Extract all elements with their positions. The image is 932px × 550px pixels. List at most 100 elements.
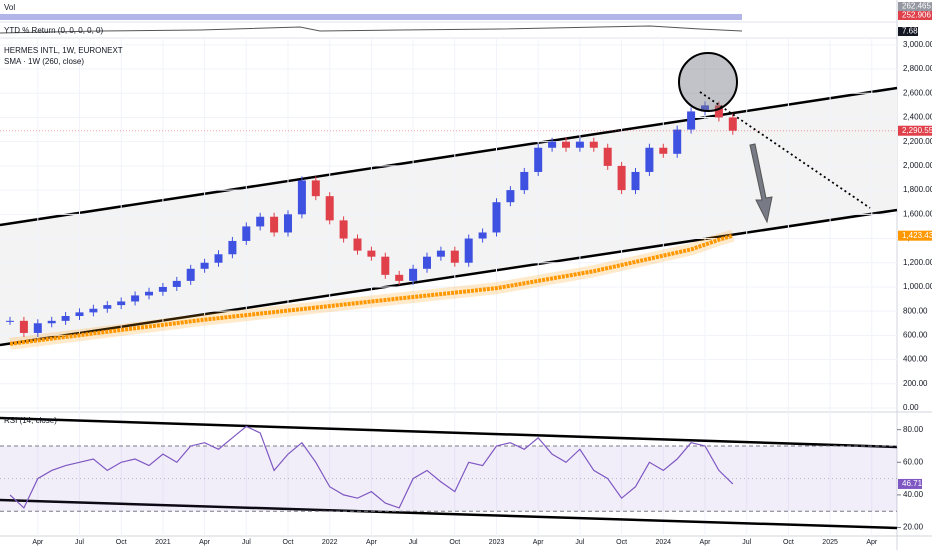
y-tick-label: 1,200.00 — [903, 258, 932, 267]
rsi-label: 46.71 — [902, 479, 923, 488]
trend-projection — [699, 91, 871, 209]
y-tick-label: 600.00 — [903, 330, 928, 339]
candle — [492, 202, 501, 233]
x-tick-label: Apr — [366, 539, 378, 546]
candle — [19, 320, 28, 333]
candle — [617, 165, 626, 191]
x-tick-label: 2024 — [656, 539, 672, 546]
y-tick-label: 40.00 — [903, 490, 924, 499]
x-tick-label: Oct — [783, 539, 794, 546]
y-tick-label: 400.00 — [903, 355, 928, 364]
candle — [75, 312, 84, 316]
candle — [325, 196, 334, 221]
ytd-label: 7.68 — [902, 27, 918, 36]
price-pane — [0, 101, 897, 350]
y-tick-label: 3,000.00 — [903, 40, 932, 49]
x-tick-label: Oct — [116, 539, 127, 546]
candle — [103, 305, 112, 309]
candle — [589, 141, 598, 148]
channel-top — [0, 86, 898, 227]
candle — [728, 117, 737, 131]
volume-band — [0, 14, 742, 20]
candle — [645, 147, 654, 172]
candle — [242, 226, 251, 241]
y-tick-label: 2,200.00 — [903, 137, 932, 146]
candle — [631, 171, 640, 191]
candle — [659, 147, 668, 154]
rsi-title: RSI (14, close) — [4, 416, 57, 425]
candle — [395, 274, 404, 281]
sma-line — [9, 233, 734, 346]
candle — [409, 268, 418, 281]
ytd-label-box — [898, 27, 918, 36]
candle — [158, 286, 167, 292]
rsi-pane — [0, 425, 901, 528]
y-tick-label: 60.00 — [903, 457, 924, 466]
ytd-line — [0, 25, 743, 34]
candle — [575, 141, 584, 148]
sma-label: 1,423.43 — [902, 231, 932, 240]
candle — [381, 256, 390, 275]
candle — [131, 295, 140, 302]
candle — [61, 316, 70, 321]
candle — [714, 105, 723, 118]
candle — [33, 323, 42, 333]
x-tick-label: Apr — [866, 539, 878, 546]
last-price-label: 2,290.55 — [902, 126, 932, 135]
candle — [548, 141, 557, 148]
chart-title: HERMES INTL, 1W, EURONEXT — [4, 46, 123, 55]
x-tick-label: Jul — [409, 539, 418, 546]
y-tick-label: 1,000.00 — [903, 282, 932, 291]
y-tick-label: 20.00 — [903, 523, 924, 532]
volume-title: Vol — [4, 3, 15, 12]
x-tick-label: Apr — [533, 539, 545, 546]
x-tick-label: Apr — [700, 539, 712, 546]
candle — [145, 291, 153, 296]
candle — [603, 147, 612, 166]
x-tick-label: 2022 — [322, 539, 338, 546]
x-tick-label: Apr — [199, 539, 211, 546]
candle — [450, 250, 459, 263]
candle — [520, 171, 529, 191]
x-tick-label: 2021 — [155, 539, 171, 546]
highlight-circle — [678, 52, 738, 112]
candle — [256, 216, 265, 227]
y-tick-label: 2,600.00 — [903, 88, 932, 97]
candle — [297, 180, 306, 215]
candle — [367, 250, 376, 257]
candle — [47, 320, 56, 324]
y-tick-label: 2,800.00 — [903, 64, 932, 73]
candle — [353, 238, 362, 251]
y-tick-label: 2,400.00 — [903, 113, 932, 122]
volume-label-box — [898, 11, 932, 20]
candle — [464, 238, 473, 263]
sma-legend: SMA · 1W (260, close) — [4, 57, 84, 66]
x-tick-label: Oct — [449, 539, 460, 546]
y-tick-label: 800.00 — [903, 306, 928, 315]
candle — [200, 262, 209, 269]
y-tick-label: 200.00 — [903, 379, 928, 388]
candle — [562, 141, 570, 148]
candle — [89, 308, 98, 313]
x-tick-label: Jul — [242, 539, 251, 546]
volume-label-box — [898, 2, 932, 11]
candle — [673, 129, 682, 154]
rsi-channel-bottom — [0, 498, 898, 530]
candle — [506, 190, 515, 203]
y-tick-label: 0.00 — [903, 403, 919, 412]
volume-label: 262.465 K — [902, 2, 932, 11]
last-price-box — [898, 125, 932, 136]
candle — [6, 320, 14, 322]
volume-label: 252.906 K — [902, 11, 932, 20]
candle — [423, 256, 431, 269]
x-tick-label: Jul — [575, 539, 584, 546]
x-tick-label: Jul — [742, 539, 751, 546]
candle — [436, 250, 445, 257]
down-arrow — [749, 143, 773, 224]
rsi-channel-top — [0, 416, 898, 449]
candle — [478, 232, 487, 239]
x-tick-label: Apr — [32, 539, 44, 546]
candle — [534, 147, 543, 172]
grid — [0, 38, 897, 536]
rsi-label-box — [898, 478, 922, 489]
